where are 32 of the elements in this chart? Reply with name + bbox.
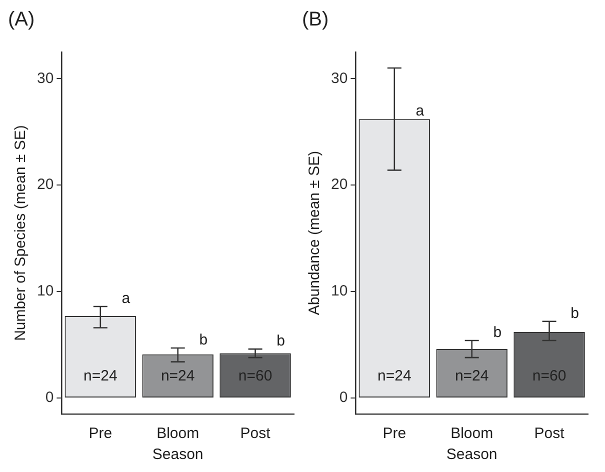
x-tick-label: Bloom [156,425,200,442]
x-tick-label: Post [534,425,566,442]
annotation: n=60 [532,368,566,385]
annotation: n=24 [160,368,195,385]
x-tick-label: Post [240,425,272,442]
y-tick-label: 30 [330,70,348,87]
x-tick-label: Bloom [450,425,494,442]
x-axis-title: Season [446,446,498,464]
y-tick-label: 10 [36,282,54,300]
x-tick-label: Pre [88,425,112,442]
x-tick-label: Pre [382,425,406,442]
annotation: b [493,324,502,342]
chart-title: (A) [8,8,35,31]
chart-title: (B) [302,8,329,31]
annotation: a [122,290,131,308]
annotation: n=24 [454,368,489,385]
y-tick-label: 10 [330,282,348,300]
annotation: b [276,332,285,350]
y-tick-label: 30 [36,70,54,87]
annotation: a [416,102,425,120]
x-axis-title: Season [152,446,204,464]
y-tick-label: 0 [339,389,348,406]
annotation: n=24 [84,368,118,385]
y-axis-title: Number of Species (mean ± SE) [12,125,30,341]
annotation: n=60 [238,368,272,385]
y-tick-label: 0 [45,389,54,406]
annotation: b [570,305,579,322]
y-axis-title: Abundance (mean ± SE) [306,150,324,316]
annotation: n=24 [378,368,412,385]
y-tick-label: 20 [330,176,348,194]
annotation: b [199,332,208,349]
y-tick-label: 20 [36,176,54,194]
